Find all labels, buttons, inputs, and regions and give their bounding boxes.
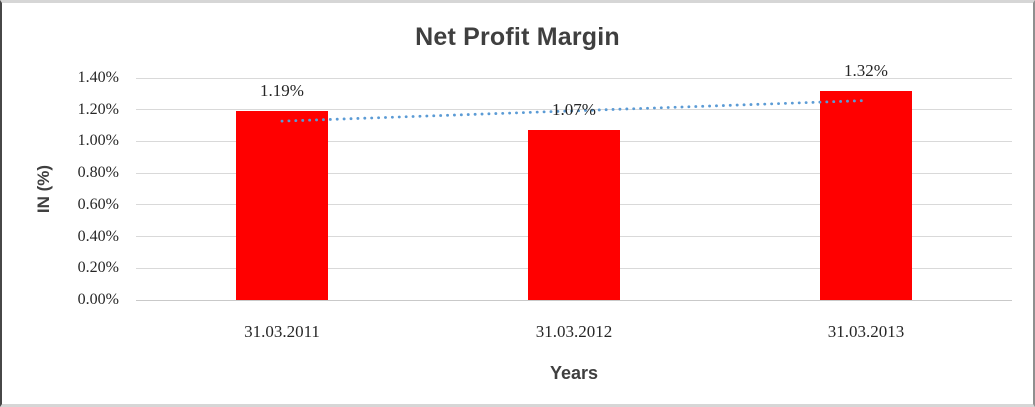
x-axis-tick-label: 31.03.2011 [244, 322, 320, 341]
y-axis-tick-label: 1.00% [77, 132, 119, 150]
y-axis-tick-label: 0.40% [77, 227, 119, 245]
y-axis-tick-label: 1.40% [77, 69, 119, 86]
bar-31.03.2011 [236, 111, 328, 300]
plot-area [136, 77, 1012, 301]
y-axis-tick-label: 0.80% [77, 164, 119, 182]
trendline [280, 99, 868, 123]
bar-31.03.2013 [820, 90, 912, 300]
y-axis-tick-label: 0.20% [77, 259, 119, 277]
y-axis-tick-label: 1.20% [77, 100, 119, 118]
chart-title: Net Profit Margin [415, 23, 620, 51]
gridline [136, 109, 1012, 111]
data-label: 1.07% [552, 100, 596, 120]
x-axis-tick-label: 31.03.2012 [535, 322, 613, 341]
y-axis-tick-label: 0.00% [77, 291, 119, 308]
data-label: 1.32% [844, 60, 888, 80]
x-axis-title: Years [549, 363, 599, 383]
bar-31.03.2012 [528, 130, 620, 300]
x-axis-tick-label: 31.03.2013 [827, 322, 905, 341]
data-label: 1.19% [260, 81, 304, 101]
gridline [136, 77, 1012, 79]
gridline [136, 299, 1012, 301]
y-axis-tick-label: 0.60% [77, 195, 119, 213]
